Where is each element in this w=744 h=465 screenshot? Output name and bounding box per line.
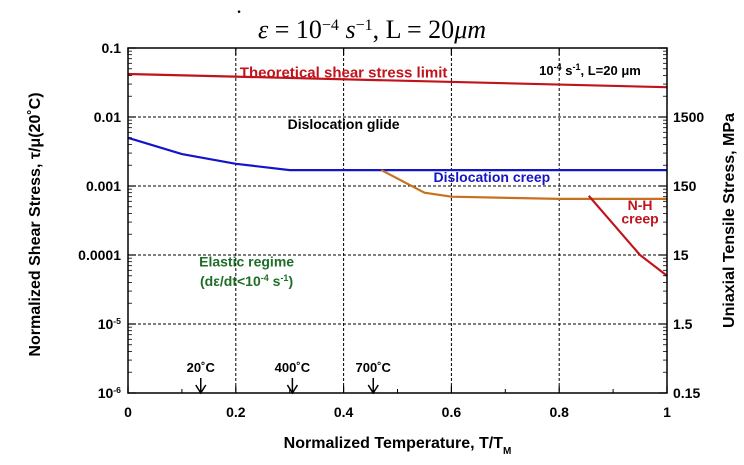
x-tick-label: 0.6	[442, 404, 462, 420]
series-line-theoretical-shear-stress-limit	[127, 72, 668, 89]
annotation-theoretical: Theoretical shear stress limit	[240, 65, 448, 82]
x-tick-label: 1	[663, 404, 671, 420]
y-tick-label: 10-5	[98, 316, 121, 332]
series-line-n-h-creep	[587, 195, 668, 277]
temperature-arrow-head	[286, 384, 299, 395]
temperature-marker-label: 400˚C	[275, 360, 311, 375]
plot-frame	[127, 47, 668, 394]
series-lines	[127, 72, 668, 277]
y-right-axis-label: Uniaxial Tensile Stress, MPa	[721, 113, 738, 328]
x-tick-label: 0	[124, 404, 132, 420]
temperature-arrow-head	[195, 384, 207, 395]
x-tick-label: 0.4	[334, 404, 354, 420]
annotation-nh2: creep	[621, 210, 658, 226]
annotation-creep: Dislocation creep	[433, 169, 550, 185]
x-axis-label: Normalized Temperature, T/TM	[284, 435, 512, 457]
x-tick-label: 0.2	[226, 404, 246, 420]
text-labels: 0 0.2 0.4 0.6 0.8 1 0.1 0.01 0.001 0.0001 10-5 10-6…	[27, 0, 738, 457]
condition-label: 10-4 s-1, L=20 μm	[539, 62, 641, 78]
temperature-arrow-head	[367, 384, 379, 395]
axis-ticks	[127, 47, 668, 394]
y-tick-label: 0.001	[86, 178, 121, 194]
annotation-nh1: N-H	[628, 197, 653, 213]
y-tick-label: 0.1	[102, 40, 122, 56]
title-rate-dot: ·	[235, 0, 242, 24]
grid	[128, 48, 667, 393]
x-tick-label: 0.8	[549, 404, 569, 420]
y-tick-label: 0.01	[94, 109, 121, 125]
y-axis-label: Normalized Shear Stress, τ/μ(20˚C)	[27, 92, 44, 356]
annotation-glide: Dislocation glide	[288, 116, 400, 132]
annotation-elastic2: (dε/dt<10-4 s-1)	[200, 273, 293, 289]
y-right-tick-label: 0.15	[673, 385, 700, 401]
temperature-marker-label: 20˚C	[187, 360, 216, 375]
annotation-elastic1: Elastic regime	[199, 254, 294, 270]
y-tick-label: 0.0001	[78, 247, 121, 263]
y-tick-label: 10-6	[98, 385, 121, 401]
y-right-tick-label: 1.5	[673, 316, 693, 332]
y-right-tick-label: 1500	[673, 109, 704, 125]
series-line-dislocation-creep	[380, 169, 667, 200]
temperature-marker-label: 700˚C	[356, 360, 392, 375]
y-right-tick-label: 15	[673, 247, 689, 263]
y-right-tick-label: 150	[673, 178, 697, 194]
series-line-dislocation-glide	[127, 136, 667, 172]
chart-title: ε = 10−4 s−1, L = 20μm	[258, 15, 486, 44]
